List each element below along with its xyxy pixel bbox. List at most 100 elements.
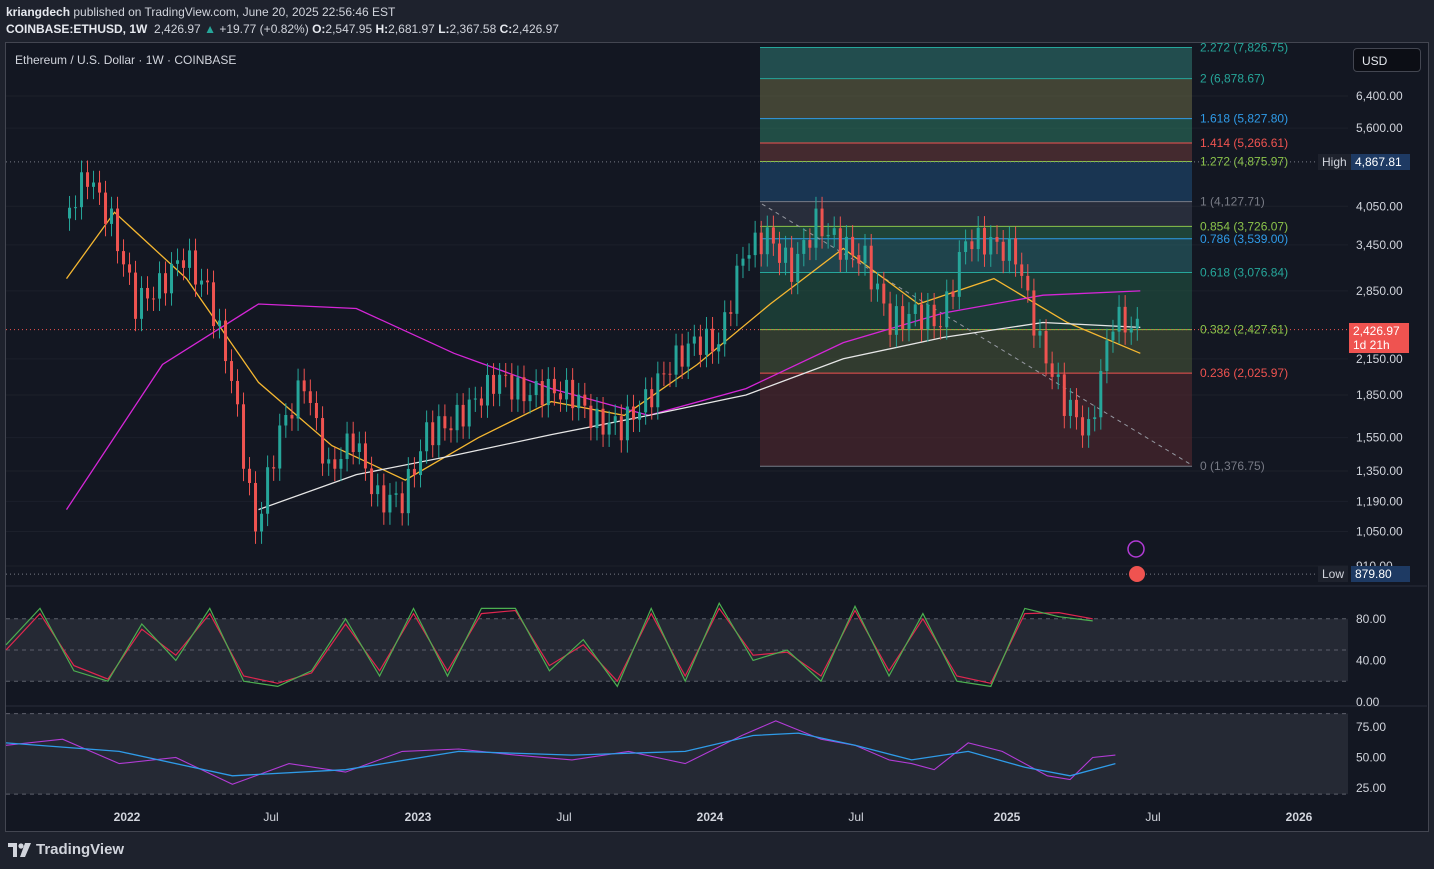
candle-body <box>589 405 593 429</box>
candle-body <box>242 404 246 469</box>
fib-zone <box>760 272 1192 330</box>
candle-body <box>656 373 660 408</box>
candle-body <box>920 304 924 330</box>
candle-body <box>1044 330 1048 364</box>
candle-body <box>1026 275 1030 291</box>
time-tick-label: Jul <box>1145 810 1160 824</box>
author-name[interactable]: kriangdech <box>6 5 71 19</box>
candle-body <box>552 378 556 394</box>
candle-body <box>790 247 794 282</box>
us-flag-event-icon <box>1129 566 1145 582</box>
candle-body <box>613 416 617 423</box>
candle-body <box>455 404 459 431</box>
candle-body <box>419 451 423 476</box>
candle-body <box>784 247 788 263</box>
candle-body <box>964 241 968 253</box>
candle-body <box>571 379 575 409</box>
fib-zone <box>760 47 1192 79</box>
candle-body <box>200 280 204 285</box>
candle-body <box>498 374 502 394</box>
candle-body <box>522 377 526 402</box>
candle-body <box>170 263 174 294</box>
price-change: +19.77 (+0.82%) <box>219 22 309 36</box>
candle-body <box>907 313 911 329</box>
lightning-event-icon <box>1127 540 1145 558</box>
candle-body <box>741 258 745 266</box>
candle-body <box>485 374 489 406</box>
moving-average-line <box>258 321 1141 511</box>
candle-body <box>771 227 775 244</box>
candle-body <box>110 208 114 224</box>
candle-body <box>894 306 898 335</box>
candle-body <box>857 255 861 264</box>
candle-body <box>1007 238 1011 261</box>
candle-body <box>412 468 416 476</box>
candle-body <box>619 416 623 441</box>
candle-body <box>321 418 325 464</box>
candle-body <box>388 494 392 513</box>
candle-body <box>832 228 836 235</box>
rsi-tick-label: 50.00 <box>1356 751 1386 765</box>
fib-level-label: 1 (4,127.71) <box>1200 195 1265 209</box>
candle-body <box>796 253 800 282</box>
candle-body <box>932 304 936 327</box>
candle-body <box>704 328 708 355</box>
price-tick-label: 1,190.00 <box>1356 494 1403 508</box>
candle-body <box>1111 331 1115 341</box>
candle-body <box>400 493 404 514</box>
candle-body <box>982 227 986 255</box>
currency-button[interactable]: USD <box>1353 48 1421 72</box>
high-label: H: <box>375 22 389 36</box>
fib-zone <box>760 118 1192 143</box>
candle-body <box>951 291 955 297</box>
tradingview-logo[interactable]: TradingView <box>8 841 124 858</box>
candle-body <box>558 393 562 400</box>
time-tick-label: 2023 <box>405 810 432 824</box>
candle-body <box>913 304 917 314</box>
candle-body <box>995 236 999 242</box>
price-tick-label: 1,350.00 <box>1356 464 1403 478</box>
candle-body <box>206 280 210 283</box>
price-tick-label: 2,150.00 <box>1356 352 1403 366</box>
candle-body <box>528 395 532 402</box>
candle-body <box>814 208 818 248</box>
candle-body <box>406 468 410 514</box>
rsi-tick-label: 25.00 <box>1356 781 1386 795</box>
price-tick-label: 1,850.00 <box>1356 388 1403 402</box>
moving-average-line <box>65 290 1141 510</box>
candle-body <box>1068 399 1072 416</box>
candle-body <box>534 381 538 396</box>
candle-body <box>1001 241 1005 261</box>
candle-body <box>577 394 581 409</box>
price-tick-label: 1,550.00 <box>1356 431 1403 445</box>
candle-body <box>625 406 629 441</box>
candle-body <box>717 344 721 352</box>
candle-body <box>826 234 830 237</box>
candle-body <box>122 251 126 265</box>
candle-body <box>134 272 138 319</box>
candle-body <box>945 291 949 328</box>
trend-line <box>761 203 1191 465</box>
candle-body <box>116 208 120 252</box>
price-tick-label: 3,450.00 <box>1356 238 1403 252</box>
candle-body <box>692 336 696 344</box>
rsi-tick-label: 75.00 <box>1356 720 1386 734</box>
candle-body <box>1014 238 1018 265</box>
candle-body <box>461 404 465 427</box>
candle-body <box>644 389 648 413</box>
candle-body <box>272 467 276 469</box>
candle-body <box>473 398 477 400</box>
last-price: 2,426.97 <box>154 22 201 36</box>
candle-body <box>638 412 642 420</box>
candle-body <box>492 374 496 394</box>
fib-level-label: 2.272 (7,826.75) <box>1200 41 1288 55</box>
candle-body <box>901 306 905 329</box>
candle-body <box>957 252 961 297</box>
time-tick-label: Jul <box>263 810 278 824</box>
candle-body <box>248 468 252 483</box>
price-tick-label: 2,850.00 <box>1356 284 1403 298</box>
candle-body <box>546 378 550 406</box>
time-tick-label: Jul <box>848 810 863 824</box>
fib-zone <box>760 226 1192 239</box>
